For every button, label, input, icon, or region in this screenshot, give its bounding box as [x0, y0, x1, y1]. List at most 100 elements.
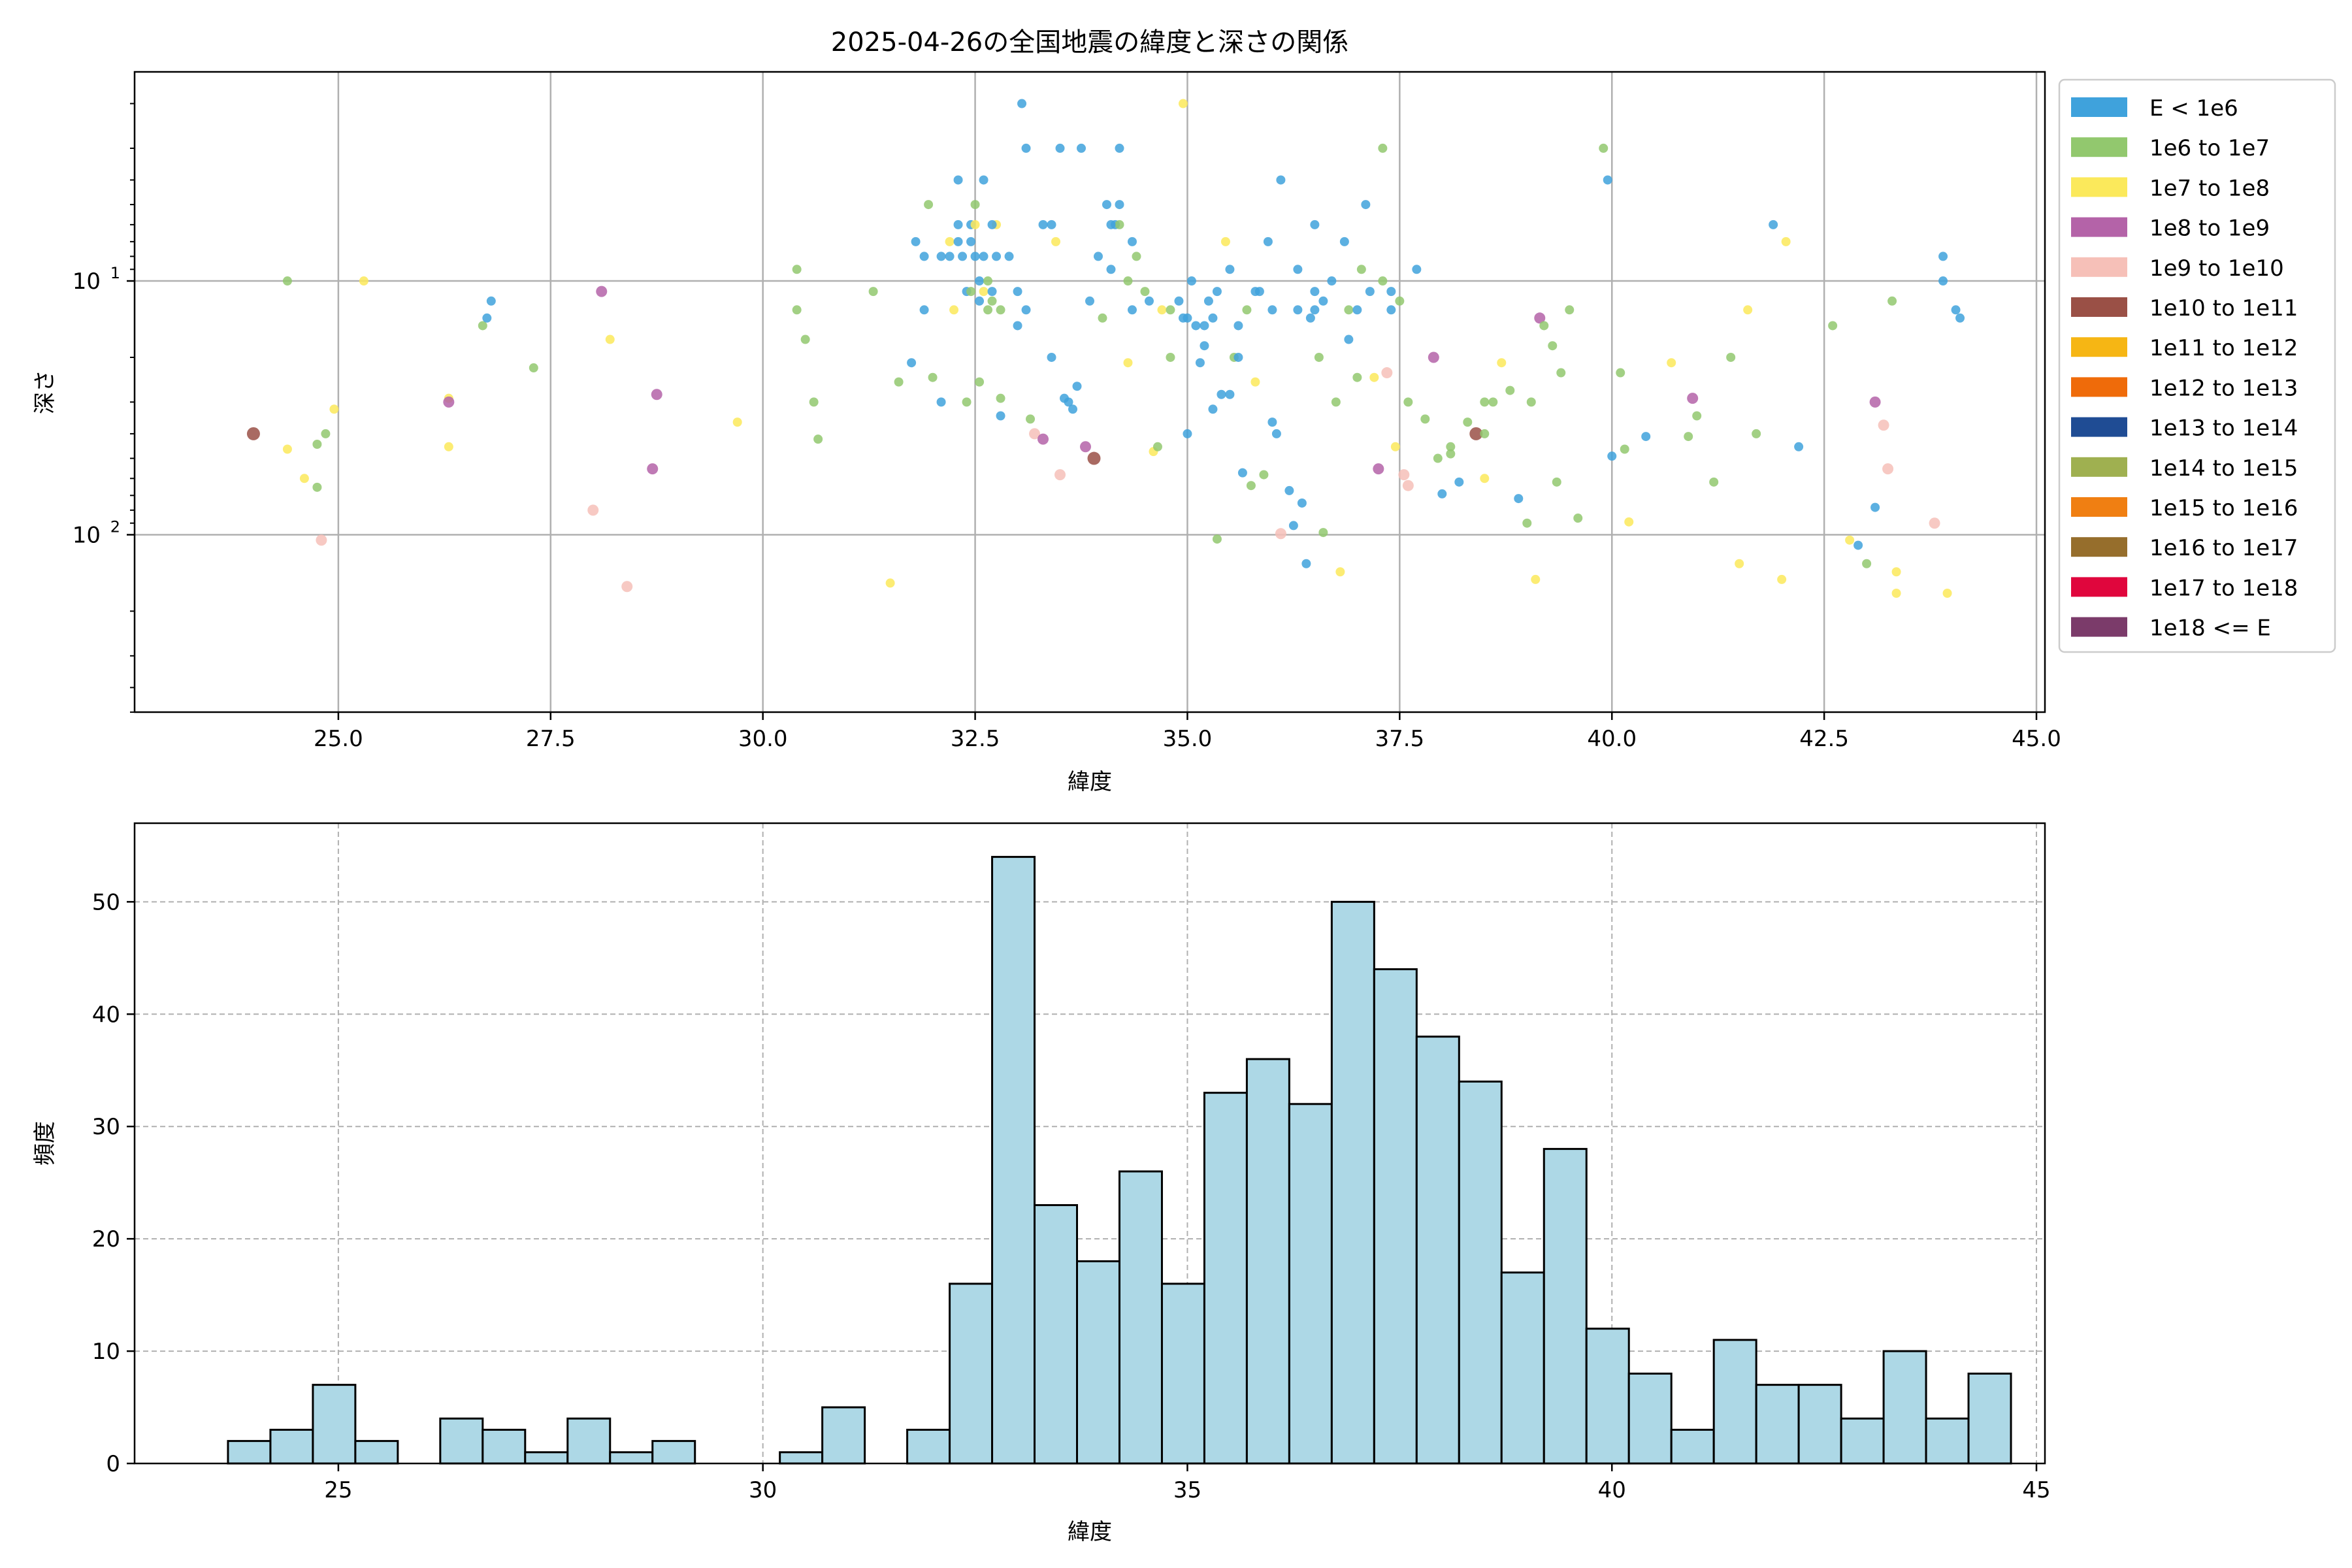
legend-swatch	[2071, 617, 2127, 637]
scatter-x-tick-label: 40.0	[1587, 726, 1637, 752]
scatter-point	[1735, 559, 1744, 568]
scatter-point	[1047, 352, 1056, 362]
scatter-point	[1115, 200, 1124, 210]
scatter-point	[1641, 432, 1651, 442]
scatter-point	[911, 237, 921, 246]
scatter-point	[1106, 265, 1116, 274]
scatter-point	[1522, 518, 1532, 528]
scatter-point	[1178, 99, 1188, 108]
scatter-point	[1157, 305, 1167, 315]
histogram-bar	[1160, 1282, 1205, 1465]
scatter-point	[1021, 143, 1031, 153]
scatter-point	[1013, 321, 1022, 331]
legend-swatch	[2071, 417, 2127, 437]
scatter-point	[1123, 358, 1133, 368]
scatter-point	[651, 389, 662, 400]
scatter-point	[868, 287, 878, 297]
scatter-point	[1017, 99, 1027, 108]
legend-label: 1e11 to 1e12	[2149, 335, 2298, 361]
scatter-point	[1310, 220, 1320, 229]
scatter-point	[962, 397, 972, 407]
scatter-x-tick-label: 37.5	[1375, 726, 1424, 752]
scatter-point	[1132, 252, 1141, 261]
scatter-x-tick-label: 25.0	[314, 726, 363, 752]
histogram-bar	[312, 1384, 357, 1465]
scatter-point	[1548, 341, 1558, 351]
scatter-point	[1225, 265, 1235, 274]
histogram-bar	[779, 1451, 824, 1465]
scatter-point	[1077, 143, 1086, 153]
histogram-bar	[227, 1440, 272, 1465]
histogram-x-ticks: 25 30 35 40 45	[324, 1463, 2051, 1503]
scatter-point	[1781, 237, 1791, 246]
scatter-point	[1352, 305, 1362, 315]
histogram-bar	[1925, 1417, 1970, 1465]
legend-swatch	[2071, 217, 2127, 237]
histogram-bar	[1330, 900, 1375, 1465]
scatter-point	[945, 237, 955, 246]
scatter-point	[979, 175, 988, 185]
scatter-point	[1271, 429, 1281, 438]
scatter-point	[1087, 451, 1101, 465]
scatter-point	[987, 287, 997, 297]
scatter-point	[919, 305, 929, 315]
scatter-x-tick-label: 45.0	[2012, 726, 2061, 752]
scatter-point	[1123, 276, 1133, 286]
histogram-x-tick-label: 45	[2022, 1477, 2050, 1503]
histogram-x-tick-label: 40	[1598, 1477, 1626, 1503]
scatter-point	[1955, 313, 1965, 323]
histogram-y-ticks: 0 10 20 30 40 50	[92, 889, 135, 1477]
histogram-bars	[227, 856, 2012, 1465]
scatter-point	[1469, 427, 1483, 440]
histogram-bar	[1500, 1271, 1545, 1465]
legend-label: 1e14 to 1e15	[2149, 455, 2298, 482]
scatter-point	[1891, 589, 1901, 598]
scatter-point	[1195, 358, 1205, 368]
scatter-y-tick-exponent: 2	[110, 517, 120, 536]
histogram-y-tick-label: 0	[106, 1451, 120, 1477]
histogram-y-tick-label: 20	[92, 1226, 120, 1252]
scatter-point	[1552, 477, 1561, 487]
scatter-point	[596, 286, 608, 297]
scatter-x-tick-label: 35.0	[1163, 726, 1213, 752]
histogram-x-axis-label: 緯度	[1068, 1519, 1112, 1545]
legend-swatch	[2071, 177, 2127, 197]
scatter-point	[1497, 358, 1507, 368]
scatter-point	[1480, 474, 1490, 483]
legend-label: 1e8 to 1e9	[2149, 216, 2270, 242]
legend-swatch	[2071, 377, 2127, 397]
histogram-frame	[133, 822, 2046, 1465]
scatter-point	[1882, 463, 1894, 475]
scatter-point	[1356, 265, 1366, 274]
scatter-point	[953, 237, 963, 246]
scatter-point	[321, 429, 331, 438]
histogram-x-tick-label: 35	[1173, 1477, 1201, 1503]
scatter-point	[1752, 429, 1761, 438]
scatter-point	[979, 287, 988, 297]
scatter-point	[1220, 237, 1230, 246]
scatter-point	[1378, 276, 1388, 286]
scatter-point	[1395, 296, 1405, 306]
scatter-point	[1692, 411, 1702, 421]
scatter-point	[894, 377, 904, 387]
scatter-frame	[133, 71, 2046, 713]
scatter-point	[312, 439, 322, 449]
scatter-point	[1293, 265, 1303, 274]
scatter-point	[1887, 296, 1897, 306]
scatter-point	[1263, 237, 1273, 246]
histogram-bar	[1288, 1103, 1333, 1465]
scatter-y-ticks: 10 1 10 2	[73, 103, 135, 713]
scatter-point	[1828, 321, 1838, 331]
scatter-point	[444, 442, 453, 451]
scatter-point	[647, 463, 659, 475]
histogram-x-tick-label: 25	[324, 1477, 352, 1503]
scatter-point	[1305, 313, 1315, 323]
legend-label: 1e10 to 1e11	[2149, 295, 2298, 321]
scatter-point	[1166, 305, 1175, 315]
histogram-y-tick-label: 30	[92, 1114, 120, 1140]
scatter-point	[478, 321, 487, 331]
scatter-point	[953, 220, 963, 229]
scatter-point	[1140, 287, 1150, 297]
scatter-point	[359, 276, 368, 286]
